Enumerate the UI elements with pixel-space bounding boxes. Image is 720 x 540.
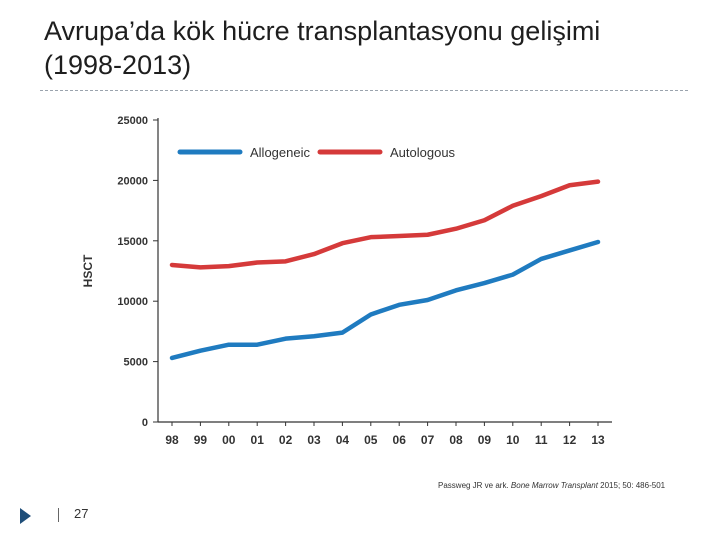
- x-tick-label: 02: [279, 433, 293, 447]
- data-point: [171, 357, 173, 359]
- legend-label: Allogeneic: [250, 145, 310, 160]
- footer-arrow-icon: [20, 508, 31, 524]
- data-point: [256, 343, 258, 346]
- data-point: [540, 258, 542, 260]
- data-point: [483, 219, 486, 222]
- data-point: [199, 349, 202, 352]
- x-tick-label: 99: [194, 433, 208, 447]
- x-tick-label: 01: [251, 433, 265, 447]
- data-point: [568, 249, 571, 252]
- citation-reference: 2015; 50: 486-501: [597, 481, 666, 490]
- x-tick-label: 05: [364, 433, 378, 447]
- x-tick-label: 09: [478, 433, 492, 447]
- data-point: [313, 335, 315, 338]
- citation-authors: Passweg JR ve ark.: [438, 481, 511, 490]
- x-tick-label: 07: [421, 433, 435, 447]
- data-point: [455, 289, 457, 292]
- y-tick-label: 10000: [117, 296, 148, 308]
- footer-divider: [58, 508, 59, 522]
- data-point: [256, 261, 258, 264]
- hsct-line-chart: 0 5000 10000 15000 20000 25000 98 99 00 01 02 03 04…: [70, 100, 630, 460]
- chart-background: [70, 100, 630, 460]
- data-point: [341, 242, 344, 245]
- data-point: [568, 184, 571, 187]
- y-tick-label: 15000: [117, 236, 148, 248]
- series-line-allogeneic: [169, 239, 601, 361]
- x-tick-label: 13: [591, 433, 605, 447]
- data-point: [370, 236, 372, 238]
- legend-label: Autologous: [390, 145, 456, 160]
- x-tick-label: 11: [535, 433, 548, 447]
- data-point: [199, 266, 202, 269]
- data-point: [341, 331, 344, 334]
- data-point: [284, 337, 287, 340]
- data-point: [597, 180, 599, 183]
- y-axis-label: HSCT: [81, 254, 95, 287]
- data-point: [398, 304, 401, 306]
- data-point: [313, 253, 315, 255]
- data-point: [228, 343, 230, 346]
- data-point: [398, 235, 401, 237]
- citation-journal: Bone Marrow Transplant: [510, 481, 598, 490]
- data-point: [540, 195, 542, 197]
- data-point: [171, 264, 173, 266]
- slide-title: Avrupa’da kök hücre transplantasyonu gel…: [44, 16, 601, 80]
- data-point: [512, 273, 514, 276]
- x-tick-label: 12: [563, 433, 577, 447]
- data-point: [370, 313, 372, 316]
- x-tick-label: 04: [336, 433, 350, 447]
- x-tick-label: 98: [165, 433, 179, 447]
- y-tick-label: 20000: [117, 175, 148, 187]
- x-tick-label: 06: [393, 433, 407, 447]
- data-point: [284, 260, 287, 263]
- x-tick-label: 10: [506, 433, 520, 447]
- data-point: [426, 299, 429, 301]
- data-point: [228, 265, 230, 267]
- x-tick-label: 00: [222, 433, 236, 447]
- data-point: [483, 282, 486, 284]
- x-tick-label: 08: [449, 433, 463, 447]
- y-tick-label: 0: [142, 417, 148, 429]
- y-tick-label: 25000: [117, 115, 148, 127]
- data-point: [426, 233, 429, 236]
- data-point: [597, 241, 599, 243]
- citation: Passweg JR ve ark. Bone Marrow Transplan…: [438, 481, 665, 490]
- data-point: [455, 227, 457, 230]
- data-point: [512, 204, 514, 207]
- title-divider: [40, 90, 688, 91]
- series-line-autologous: [169, 179, 601, 270]
- page-number: 27: [74, 506, 89, 521]
- x-tick-label: 03: [307, 433, 321, 447]
- y-tick-label: 5000: [124, 357, 148, 369]
